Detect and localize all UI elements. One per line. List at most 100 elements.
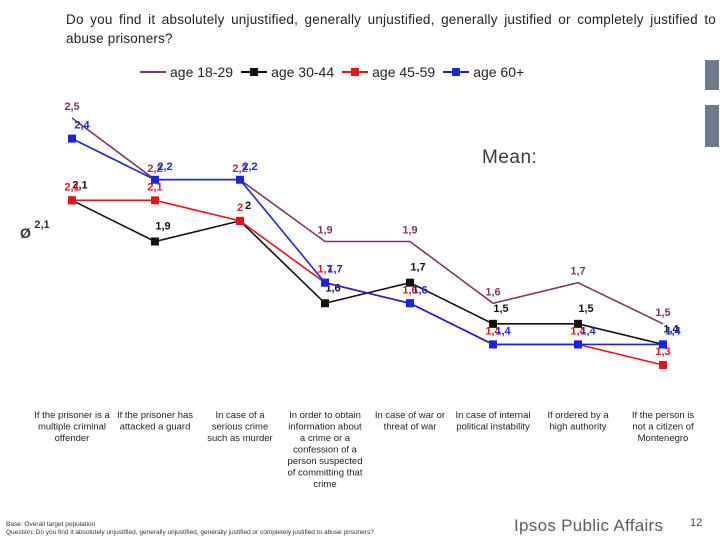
series-line-age_60_plus (71, 137, 663, 346)
x-tick-label: If the prisoner has attacked a guard (117, 410, 193, 433)
x-tick-label-line: In case of war or (375, 410, 445, 421)
data-label-age_60_plus: 1,6 (412, 284, 427, 296)
data-label-age_60_plus: 2,4 (74, 120, 90, 132)
legend-label-age-30-44: age 30-44 (271, 64, 335, 80)
data-point-age_30_44 (574, 319, 582, 328)
legend-item-age-18-29: age 18-29 (140, 64, 233, 80)
sidebar-accent-bottom (705, 105, 719, 147)
data-label-age_30_44: 2 (245, 200, 251, 212)
data-point-age_30_44 (321, 299, 329, 308)
x-tick-label-line: a crime or a (300, 433, 351, 444)
legend-marker (351, 68, 360, 76)
data-label-age_45_59: 1,6 (402, 284, 417, 296)
x-tick-label-line: attacked a guard (120, 422, 191, 433)
data-point-age_30_44 (406, 278, 414, 287)
sidebar-accent-top (705, 60, 719, 90)
data-point-age_30_44 (489, 319, 497, 328)
x-tick-label-line: offender (55, 433, 90, 444)
data-label-age_45_59: 1,7 (317, 264, 332, 276)
data-point-age_60_plus (659, 340, 667, 349)
data-label-age_45_59: 1,4 (485, 325, 501, 337)
x-tick-label-line: information about (288, 422, 362, 433)
data-label-age_18_29: 2,5 (64, 101, 79, 113)
legend-label-age-60-plus: age 60+ (473, 64, 525, 80)
x-tick-label-line: multiple criminal (38, 422, 106, 433)
data-label-age_45_59: 2,1 (64, 181, 79, 193)
data-label-age_45_59: 1,3 (655, 346, 670, 358)
data-label-age_30_44: 1,9 (155, 221, 170, 233)
data-label-age_45_59: 1,4 (570, 325, 586, 337)
x-tick-label-line: In case of a (215, 410, 265, 421)
data-label-age_18_29: 1,5 (655, 307, 670, 319)
footer-base: Base: Overall target population (6, 521, 96, 528)
x-tick-label-line: serious crime (212, 422, 269, 433)
x-tick-label-line: crime (313, 479, 336, 490)
data-point-age_60_plus (321, 278, 329, 287)
x-tick-label: In case of internal political instability (456, 410, 531, 433)
data-label-age_60_plus: 1,4 (580, 325, 596, 337)
legend-swatch-age-60-plus (443, 68, 470, 76)
x-tick-label: In order to obtain information about a cri… (288, 410, 363, 490)
legend-swatch-age-45-59 (342, 68, 369, 76)
x-tick-label: If the person is not a citizen of Monteneg… (632, 410, 695, 444)
x-tick-label: In case of war or threat of war (375, 410, 445, 433)
data-point-age_60_plus (489, 340, 497, 349)
x-tick-label-line: In case of internal (456, 410, 531, 421)
data-label-age_30_44: 1,4 (663, 323, 679, 335)
legend-marker (452, 68, 461, 76)
x-tick-label-line: Montenegro (638, 433, 689, 444)
x-tick-label-line: If the person is (632, 410, 695, 421)
data-label-age_60_plus: 1,4 (495, 325, 511, 337)
x-tick-label: If ordered by a high authority (547, 410, 609, 433)
legend-item-age-60-plus: age 60+ (443, 64, 524, 80)
chart-title: Do you find it absolutely unjustified, g… (66, 12, 716, 46)
x-tick-label: In case of a serious crime such as murder (207, 410, 272, 444)
data-point-age_60_plus (574, 340, 582, 349)
data-label-age_30_44: 1,5 (578, 303, 593, 315)
data-label-age_18_29: 2,2 (232, 163, 247, 175)
legend-marker (250, 68, 259, 76)
average-symbol: Ø (20, 225, 31, 241)
data-label-age_18_29: 1,9 (317, 225, 332, 237)
data-point-age_60_plus (406, 299, 414, 308)
data-point-age_60_plus (151, 175, 159, 184)
data-label-age_60_plus: 1,4 (665, 325, 681, 337)
x-tick-label-line: threat of war (384, 422, 437, 433)
data-label-age_18_29: 1,9 (402, 225, 417, 237)
x-tick-label-line: of committing that (288, 468, 363, 479)
x-tick-label: If the prisoner is a multiple criminal off… (34, 410, 110, 444)
data-point-age_45_59 (236, 216, 244, 225)
data-label-age_30_44: 1,7 (410, 262, 425, 274)
legend-item-age-45-59: age 45-59 (342, 64, 435, 80)
data-label-age_30_44: 1,5 (493, 303, 508, 315)
page-number: 12 (690, 517, 703, 529)
mean-label: Mean: (482, 147, 538, 168)
x-tick-label-line: If the prisoner has (117, 410, 193, 421)
x-tick-label-line: person suspected (288, 456, 363, 467)
data-label-age_30_44: 2,1 (72, 179, 87, 191)
data-label-age_60_plus: 2,2 (242, 161, 257, 173)
data-label-age_45_59: 2 (237, 202, 243, 214)
footer-notes: Base: Overall target population Question… (6, 521, 374, 537)
average-value-label: 2,1 (34, 219, 49, 231)
x-tick-label-line: If ordered by a (547, 410, 609, 421)
data-point-age_60_plus (236, 175, 244, 184)
data-label-age_45_59: 2,1 (147, 181, 162, 193)
data-label-age_60_plus: 2,2 (157, 161, 172, 173)
data-point-age_45_59 (659, 361, 667, 369)
data-label-age_60_plus: 1,7 (327, 264, 342, 276)
data-label-age_18_29: 1,7 (570, 266, 585, 278)
data-label-age_18_29: 2,2 (147, 163, 162, 175)
x-tick-label-line: such as murder (207, 433, 272, 444)
data-point-age_30_44 (151, 237, 159, 246)
data-point-age_60_plus (68, 134, 76, 143)
x-tick-label-line: political instability (456, 422, 530, 433)
legend-swatch-age-18-29 (140, 71, 166, 73)
legend-item-age-30-44: age 30-44 (241, 64, 334, 80)
data-point-age_45_59 (151, 196, 159, 205)
x-tick-label-line: In order to obtain (289, 410, 361, 421)
legend-swatch-age-30-44 (241, 68, 268, 76)
footer-question: Question: Do you find it absolutely unju… (6, 529, 374, 536)
legend-label-age-45-59: age 45-59 (372, 64, 436, 80)
